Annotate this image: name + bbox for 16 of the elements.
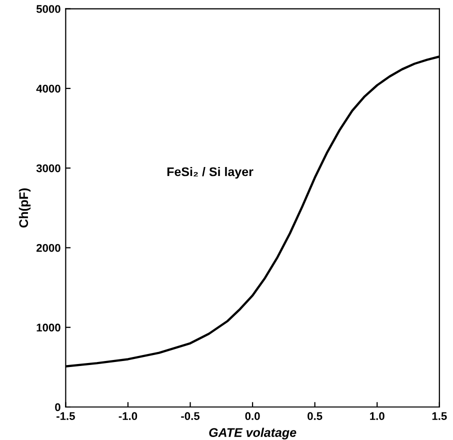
y-tick-label: 4000 [36, 84, 60, 93]
y-tick-label: 5000 [36, 5, 60, 13]
x-tick-label: 0.0 [245, 412, 260, 420]
y-tick-label: 1000 [36, 324, 60, 332]
x-axis-title: GATE volatage [209, 428, 296, 440]
x-tick-label: -1.0 [118, 412, 138, 420]
x-tick-label: -1.5 [56, 412, 75, 420]
annotation: FeSi₂ / Si layer [167, 166, 254, 179]
x-tick-label: -0.5 [181, 412, 200, 420]
y-tick-label: 0 [55, 403, 60, 412]
x-tick-label: 0.5 [308, 412, 322, 420]
x-tick-label: 1.5 [432, 412, 447, 420]
y-tick-label: 2000 [36, 244, 60, 252]
y-tick-label: 3000 [36, 164, 60, 172]
x-tick-label: 1.0 [370, 412, 384, 420]
y-axis-title: Ch(pF) [18, 188, 31, 228]
